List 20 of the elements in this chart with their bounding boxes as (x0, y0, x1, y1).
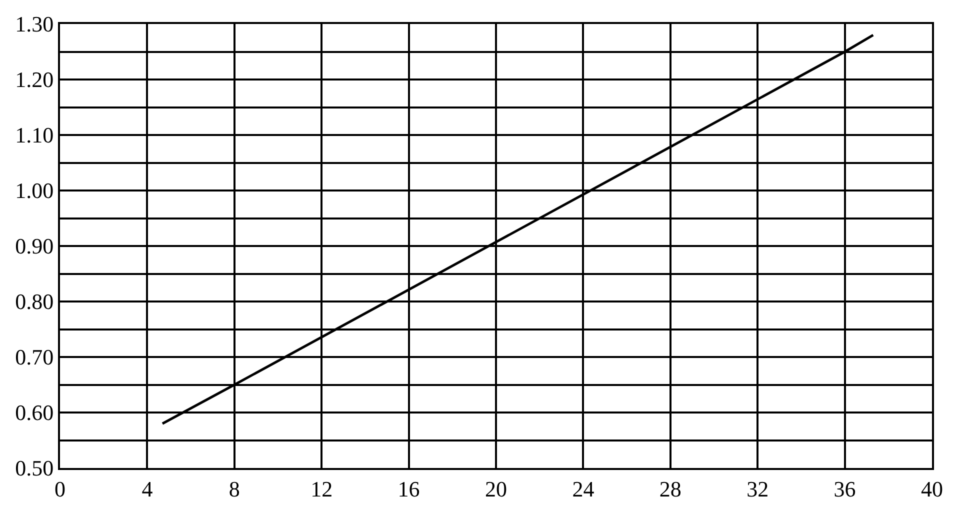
x-tick-label: 0 (54, 476, 66, 502)
x-tick-label: 4 (142, 476, 153, 502)
x-tick-label: 28 (659, 476, 682, 502)
y-tick-label: 0.50 (15, 456, 54, 481)
x-tick-label: 24 (572, 476, 594, 502)
x-tick-label: 32 (746, 476, 769, 502)
x-tick-label: 12 (310, 476, 333, 502)
x-tick-label: 8 (228, 476, 240, 502)
x-tick-label: 40 (921, 476, 943, 502)
x-tick-label: 20 (485, 476, 507, 502)
x-tick-label: 16 (398, 476, 420, 502)
y-tick-label: 0.80 (15, 289, 54, 314)
y-tick-label: 0.60 (15, 400, 54, 426)
x-tick-label: 36 (834, 476, 856, 502)
y-tick-label: 1.10 (15, 122, 54, 148)
y-tick-label: 0.70 (15, 344, 54, 370)
y-tick-label: 1.30 (15, 12, 54, 37)
y-tick-label: 1.00 (15, 178, 54, 204)
y-tick-label: 1.20 (15, 67, 54, 92)
y-tick-label: 0.90 (15, 234, 54, 259)
